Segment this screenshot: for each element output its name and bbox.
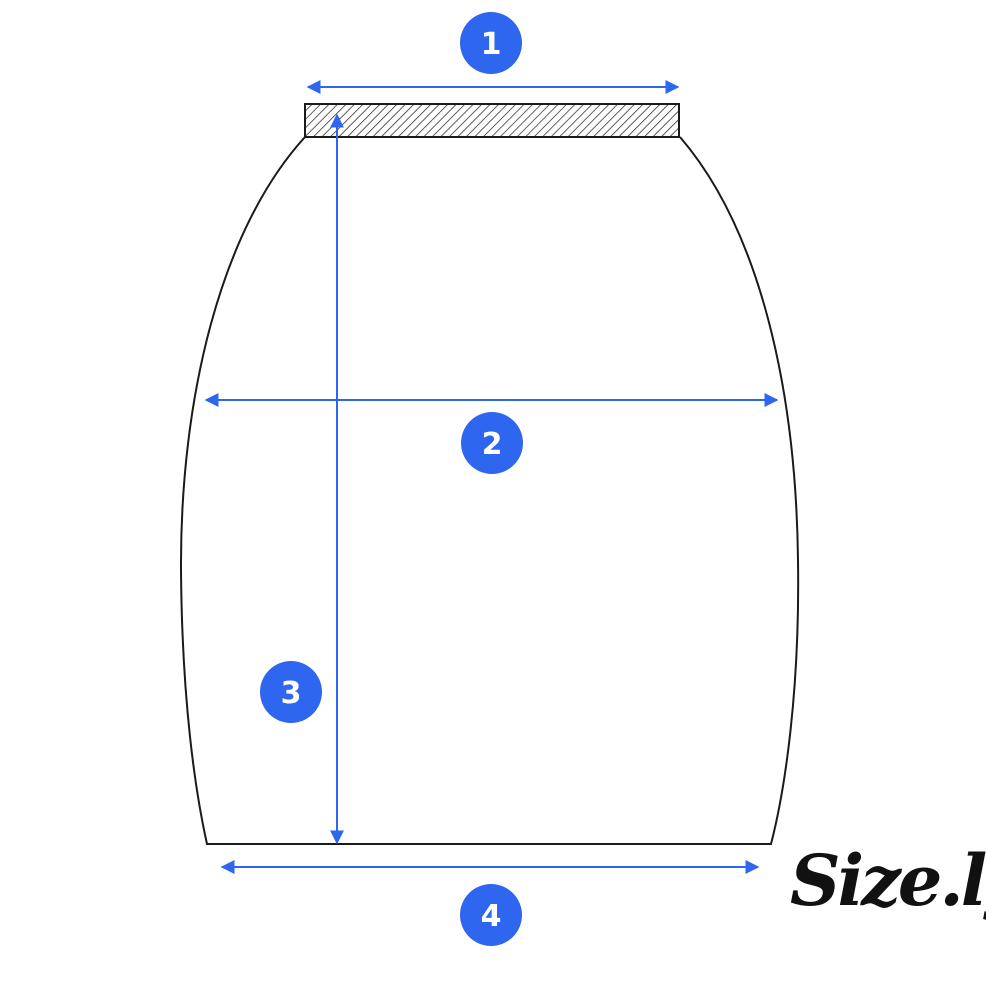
measure-badge-1: 1: [460, 12, 522, 74]
measure-badge-3-label: 3: [281, 676, 302, 711]
measure-badge-4-label: 4: [481, 899, 502, 934]
measure-badge-2: 2: [461, 412, 523, 474]
measure-badge-3: 3: [260, 661, 322, 723]
sizely-logo: Size.ly: [790, 839, 986, 922]
measure-badge-1-label: 1: [481, 27, 502, 62]
waistband: [304, 103, 680, 138]
skirt-outline: [179, 136, 800, 845]
sizely-logo-text: Size.ly: [790, 839, 986, 922]
measure-badge-4: 4: [460, 884, 522, 946]
measure-badge-2-label: 2: [482, 427, 503, 462]
